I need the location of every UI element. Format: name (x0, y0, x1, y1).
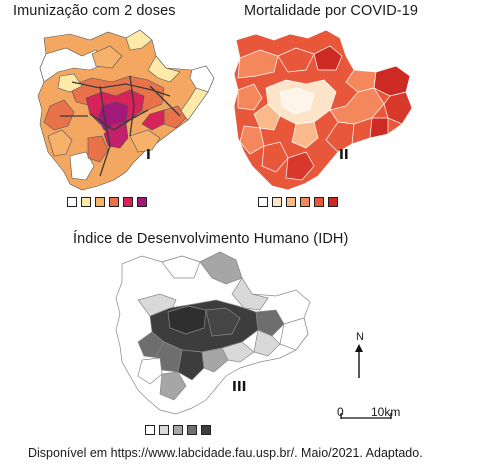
legend-swatch-immunization (109, 197, 119, 207)
scale-bar (340, 413, 392, 419)
map-title-mortality: Mortalidade por COVID-19 (244, 3, 419, 19)
legend-swatch-mortality (300, 197, 310, 207)
map-label-mortality: II (339, 148, 349, 163)
map-title-immunization: Imunização com 2 doses (13, 3, 176, 19)
legend-swatch-hdi (201, 425, 211, 435)
map-mortality (233, 29, 413, 191)
source-citation: Disponível em https://www.labcidade.fau.… (28, 446, 423, 460)
north-label: N (356, 331, 364, 343)
map-hdi (115, 251, 311, 415)
legend-hdi (145, 425, 211, 435)
legend-swatch-immunization (67, 197, 77, 207)
legend-swatch-mortality (328, 197, 338, 207)
legend-swatch-mortality (314, 197, 324, 207)
legend-swatch-immunization (137, 197, 147, 207)
legend-swatch-immunization (81, 197, 91, 207)
legend-swatch-hdi (145, 425, 155, 435)
legend-swatch-mortality (286, 197, 296, 207)
legend-swatch-hdi (159, 425, 169, 435)
legend-mortality (258, 197, 338, 207)
legend-swatch-immunization (95, 197, 105, 207)
legend-swatch-immunization (123, 197, 133, 207)
map-label-hdi: III (232, 380, 247, 395)
north-arrow-icon (355, 344, 363, 378)
legend-swatch-mortality (258, 197, 268, 207)
legend-swatch-hdi (187, 425, 197, 435)
legend-swatch-hdi (173, 425, 183, 435)
map-label-immunization: I (146, 148, 151, 163)
map-title-hdi: Índice de Desenvolvimento Humano (IDH) (73, 231, 349, 247)
legend-immunization (67, 197, 147, 207)
map-immunization (37, 29, 215, 191)
legend-swatch-mortality (272, 197, 282, 207)
scale-end-label: 10km (371, 405, 401, 419)
scale-start-label: 0 (337, 405, 344, 419)
